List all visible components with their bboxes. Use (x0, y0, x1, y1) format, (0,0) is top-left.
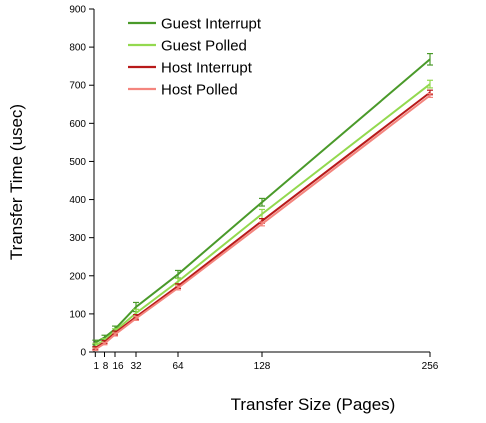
y-tick-label: 400 (69, 195, 86, 206)
error-bar (112, 332, 118, 337)
error-bar (133, 315, 139, 321)
series-host-polled (92, 93, 433, 352)
legend-label: Guest Interrupt (161, 16, 262, 33)
error-bar (259, 197, 265, 207)
error-bar (259, 208, 265, 220)
error-bar (175, 285, 181, 291)
x-tick-label: 8 (103, 361, 109, 372)
series-line (94, 91, 431, 350)
y-tick-label: 300 (69, 233, 86, 244)
y-tick-label: 600 (69, 119, 86, 130)
y-tick-label: 0 (80, 348, 86, 359)
error-bar (92, 347, 99, 352)
y-tick-label: 800 (69, 43, 86, 54)
series-lines (92, 52, 433, 352)
error-bar (259, 221, 265, 227)
x-tick-label: 1 (94, 361, 100, 372)
x-tick-label: 256 (422, 361, 439, 372)
x-tick-label: 16 (112, 361, 124, 372)
y-tick-label: 200 (69, 271, 86, 282)
legend-item: Guest Interrupt (128, 16, 262, 33)
error-bar (427, 79, 433, 89)
legend-item: Host Polled (128, 82, 238, 99)
y-tick-label: 700 (69, 81, 86, 92)
x-tick-label: 32 (130, 361, 142, 372)
series-line (94, 58, 431, 344)
y-tick-label: 900 (69, 5, 86, 16)
error-bar (427, 52, 433, 66)
legend-item: Guest Polled (128, 38, 247, 55)
legend-label: Host Interrupt (161, 60, 253, 77)
series-guest-interrupt (92, 52, 433, 346)
legend-label: Guest Polled (161, 38, 247, 55)
y-tick-label: 100 (69, 309, 86, 320)
x-axis-title: Transfer Size (Pages) (231, 395, 396, 414)
legend: Guest Interrupt Guest Polled Host Interrup… (128, 16, 262, 99)
series-line (94, 83, 431, 346)
x-tick-label: 64 (172, 361, 184, 372)
y-axis-title: Transfer Time (usec) (7, 104, 26, 260)
legend-item: Host Interrupt (128, 60, 253, 77)
tick-marks: 0 100 200 300 400 500 600 700 800 900 1 8 16 32 64 128 2… (69, 5, 438, 373)
series-host-interrupt (92, 89, 433, 351)
y-tick-label: 500 (69, 157, 86, 168)
x-tick-label: 128 (254, 361, 271, 372)
legend-label: Host Polled (161, 82, 238, 99)
series-guest-polled (92, 79, 433, 348)
error-bar (427, 93, 433, 99)
error-bar (101, 341, 108, 346)
